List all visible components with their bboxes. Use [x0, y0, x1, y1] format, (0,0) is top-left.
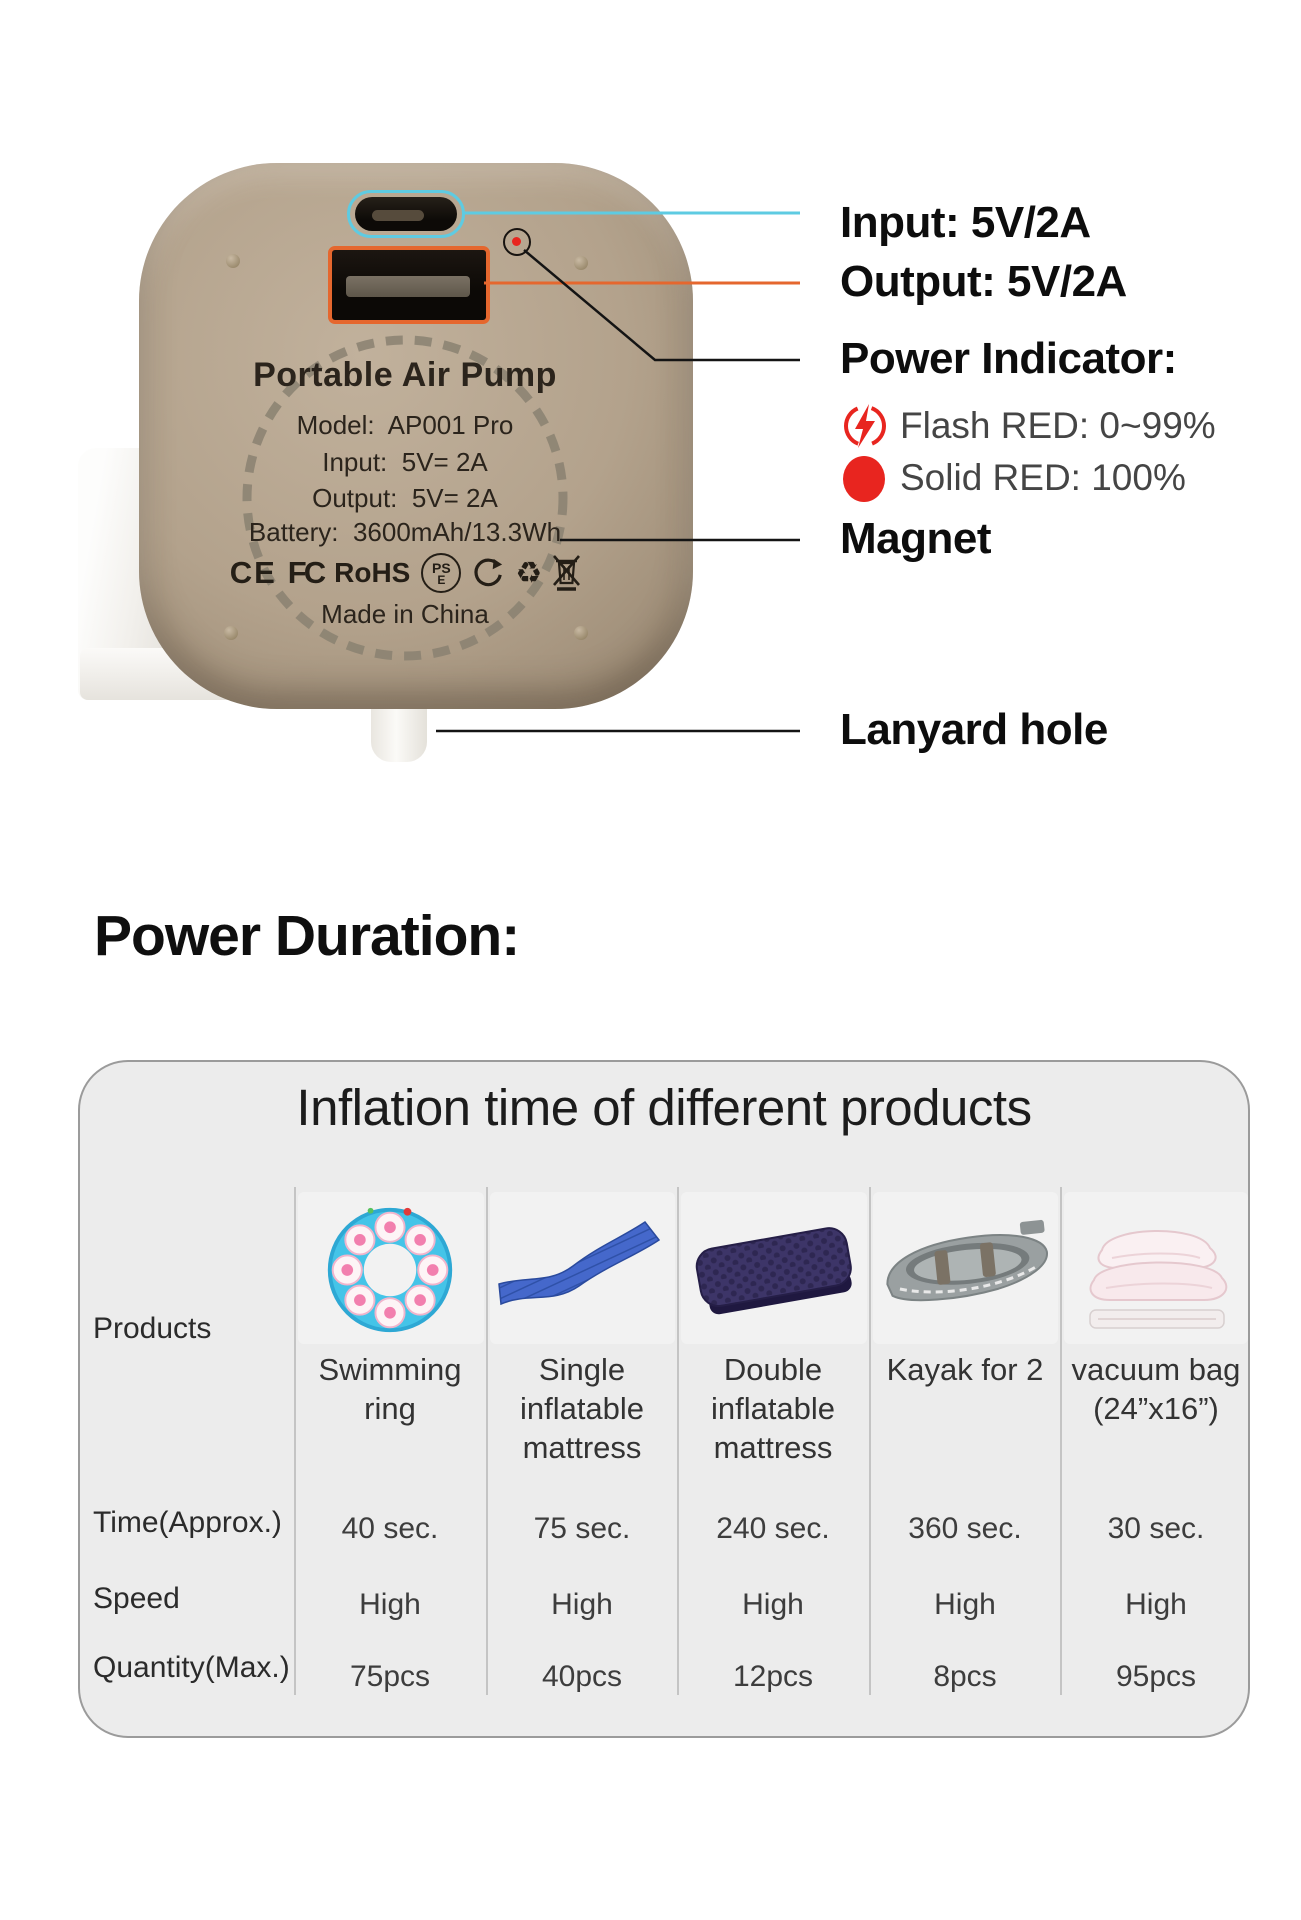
column-divider: [294, 1187, 296, 1695]
row-label-quantity: Quantity(Max.): [93, 1651, 290, 1684]
column-divider: [486, 1187, 488, 1695]
column-divider: [677, 1187, 679, 1695]
vacuum-bag-image: [1089, 1230, 1228, 1329]
power-led-icon: [512, 237, 521, 246]
speed-cell: High: [551, 1588, 613, 1621]
column-name: vacuum bag (24”x16”): [1071, 1352, 1241, 1426]
magnet-callout-label: Magnet: [840, 514, 992, 563]
row-label-time: Time(Approx.): [93, 1506, 282, 1539]
certification-row: CE FC RoHS PS E ♻: [128, 551, 682, 595]
green-dot-icon: [474, 558, 503, 587]
made-in-line: Made in China: [321, 599, 489, 629]
screw-dot: [574, 256, 588, 270]
flash-red-icon: [844, 404, 886, 448]
pse-top: PS: [432, 559, 451, 576]
power-led-ring: [503, 228, 531, 256]
kayak-for-2-image: [886, 1219, 1048, 1302]
input-callout-label: Input: 5V/2A: [840, 198, 1091, 247]
device-model-line: Model: AP001 Pro: [296, 410, 514, 440]
column-divider: [869, 1187, 871, 1695]
device-output-line: Output: 5V= 2A: [312, 483, 498, 513]
device-battery-line: Battery: 3600mAh/13.3Wh: [248, 517, 562, 547]
time-cell: 75 sec.: [533, 1512, 631, 1545]
flash-red-label: Flash RED: 0~99%: [900, 405, 1216, 446]
speed-cell: High: [934, 1588, 996, 1621]
column-name: Single inflatable mattress: [519, 1352, 645, 1465]
column-name: Swimming ring: [318, 1352, 462, 1426]
rohs-mark: RoHS: [334, 557, 411, 588]
row-label-speed: Speed: [93, 1582, 180, 1615]
flash-red-row: Flash RED: 0~99%: [842, 401, 1216, 451]
usba-port-tongue: [346, 276, 470, 297]
solid-red-row: Solid RED: 100%: [842, 453, 1186, 503]
weee-bin-icon: [553, 555, 581, 591]
time-cell: 30 sec.: [1107, 1512, 1205, 1545]
speed-cell: High: [359, 1588, 421, 1621]
solid-red-label: Solid RED: 100%: [900, 457, 1186, 498]
column-name: Double inflatable mattress: [710, 1352, 836, 1465]
recycle-icon: ♻: [515, 555, 543, 591]
quantity-cell: 75pcs: [349, 1660, 431, 1693]
inflation-table-card: Inflation time of different products Pro…: [78, 1060, 1250, 1738]
dashed-circle-decor: [242, 335, 568, 661]
pse-badge-icon: PS E: [421, 553, 462, 593]
quantity-cell: 40pcs: [541, 1660, 623, 1693]
quantity-cell: 8pcs: [933, 1660, 997, 1693]
power-duration-heading: Power Duration:: [94, 904, 520, 968]
time-cell: 240 sec.: [716, 1512, 830, 1545]
column-divider: [1060, 1187, 1062, 1695]
lanyard-callout-label: Lanyard hole: [840, 705, 1108, 754]
pse-bottom: E: [437, 572, 446, 587]
screw-dot: [226, 254, 240, 268]
device-title: Portable Air Pump: [253, 356, 557, 394]
quantity-cell: 12pcs: [732, 1660, 814, 1693]
usbc-port-tongue: [372, 210, 424, 221]
output-callout-label: Output: 5V/2A: [840, 257, 1127, 306]
speed-cell: High: [1125, 1588, 1187, 1621]
row-label-products: Products: [93, 1312, 212, 1345]
device-print-block: Portable Air Pump Model: AP001 Pro Input…: [128, 163, 682, 709]
time-cell: 40 sec.: [341, 1512, 439, 1545]
double-inflatable-mattress-image: [695, 1227, 852, 1315]
power-indicator-callout-label: Power Indicator:: [840, 334, 1177, 383]
screw-dot: [574, 626, 588, 640]
solid-red-icon: [843, 456, 885, 502]
quantity-cell: 95pcs: [1115, 1660, 1197, 1693]
time-cell: 360 sec.: [908, 1512, 1022, 1545]
single-inflatable-mattress-image: [498, 1220, 661, 1306]
device-input-line: Input: 5V= 2A: [322, 447, 488, 477]
table-title: Inflation time of different products: [296, 1079, 1032, 1136]
swimming-ring-image: [327, 1207, 453, 1333]
screw-dot: [224, 626, 238, 640]
fcc-mark: FC: [287, 555, 326, 590]
column-name: Kayak for 2: [886, 1352, 1044, 1387]
speed-cell: High: [742, 1588, 804, 1621]
ce-mark: CE: [229, 555, 277, 590]
